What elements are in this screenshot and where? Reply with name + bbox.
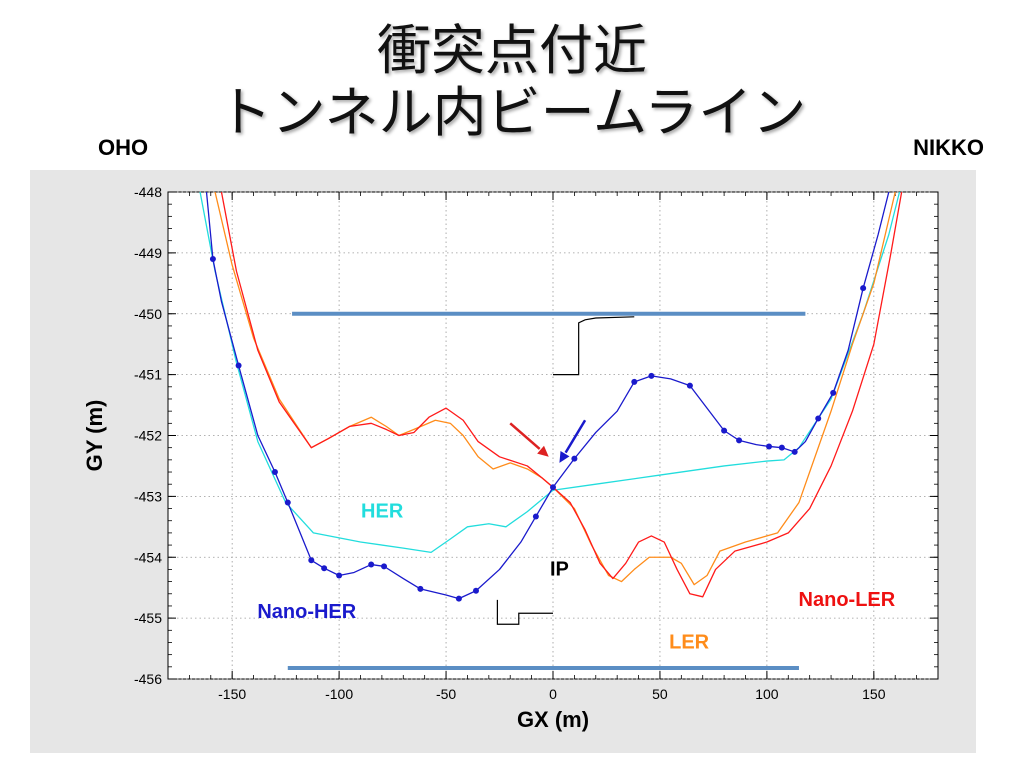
- nikko-label: NIKKO: [913, 135, 984, 160]
- y-axis-title: GY (m): [82, 400, 107, 472]
- beamline-chart: -150 -100 -50 0 50 100 150 -448 -449 -450 -451 -452…: [82, 184, 939, 732]
- y-tick-label: -451: [134, 367, 162, 383]
- series-nano-her-point: [235, 362, 242, 369]
- arrows-layer: [509, 419, 587, 463]
- structure-line: [496, 599, 553, 625]
- x-tick-label: -50: [436, 686, 456, 702]
- series-nano-her-point: [791, 448, 798, 455]
- series-nano-her-point: [686, 382, 693, 389]
- y-tick-label: -450: [134, 306, 162, 322]
- y-tick-label: -449: [134, 245, 162, 261]
- y-tick-label: -452: [134, 428, 162, 444]
- series-nano-her-point: [473, 587, 479, 594]
- series-nano-her-point: [571, 455, 578, 462]
- labels-layer: HER IP Nano-HER LER Nano-LER: [257, 501, 895, 654]
- slide-title: 衝突点付近 トンネル内ビームライン: [0, 20, 1024, 144]
- series-nano-her-point: [368, 561, 375, 568]
- x-tick-label: -100: [325, 686, 353, 702]
- y-tick-label: -453: [134, 488, 162, 504]
- x-tick-label: 0: [549, 686, 557, 702]
- plot-panel: -150 -100 -50 0 50 100 150 -448 -449 -450 -451 -452…: [30, 170, 976, 753]
- slide-title-line-1: 衝突点付近: [377, 19, 647, 82]
- x-tick-label: 50: [652, 686, 668, 702]
- y-tick-label: -455: [134, 610, 162, 626]
- series-layer: [199, 192, 903, 602]
- series-nano-her-point: [381, 563, 388, 570]
- annotation-label: LER: [669, 632, 710, 654]
- series-nano-her-point: [336, 572, 343, 579]
- series-nano-her-point: [815, 415, 822, 422]
- series-nano-her-point: [455, 595, 462, 602]
- series-nano-her-point: [271, 469, 278, 476]
- y-tick-label: -454: [134, 549, 162, 565]
- series-nano-her-point: [631, 378, 638, 385]
- annotation-label: IP: [550, 559, 569, 581]
- series-nano-her-point: [830, 389, 837, 396]
- series-nano-her-point: [321, 565, 328, 572]
- x-tick-label: -150: [218, 686, 246, 702]
- annotation-label: Nano-HER: [257, 601, 356, 623]
- series-nano-her-point: [284, 499, 291, 506]
- x-tick-label: 100: [755, 686, 779, 702]
- x-axis-title: GX (m): [517, 707, 589, 732]
- series-nano-her-point: [209, 255, 216, 262]
- oho-label: OHO: [98, 135, 149, 160]
- series-nano-her-point: [778, 444, 785, 451]
- series-nano-her-point: [308, 557, 315, 564]
- pointer-arrow-head: [559, 450, 570, 463]
- structure-line: [553, 316, 635, 376]
- series-nano-her-point: [417, 585, 424, 592]
- structures-layer: [287, 311, 806, 671]
- series-nano-her-point: [860, 285, 867, 292]
- grid-lines: [168, 191, 938, 680]
- series-nano-her-point: [721, 427, 728, 434]
- series-nano-her-point: [550, 484, 556, 491]
- slide-title-line-2: トンネル内ビームライン: [217, 81, 807, 144]
- y-tick-label: -456: [134, 671, 162, 687]
- ticks-layer: -150 -100 -50 0 50 100 150 -448 -449 -450 -451 -452…: [134, 184, 939, 702]
- series-nano-her-point: [648, 372, 655, 379]
- pointer-arrow-shaft: [509, 422, 541, 450]
- y-tick-label: -448: [134, 184, 162, 200]
- pointer-arrow-head: [537, 445, 549, 457]
- annotation-label: Nano-LER: [799, 589, 896, 611]
- x-tick-label: 150: [862, 686, 886, 702]
- annotation-label: HER: [361, 501, 404, 523]
- series-nano-her-point: [766, 443, 773, 450]
- series-nano-her-point: [736, 437, 743, 444]
- series-nano-ler-line: [220, 192, 903, 598]
- pointer-arrow-shaft: [564, 419, 587, 454]
- series-nano-her-point: [532, 513, 539, 520]
